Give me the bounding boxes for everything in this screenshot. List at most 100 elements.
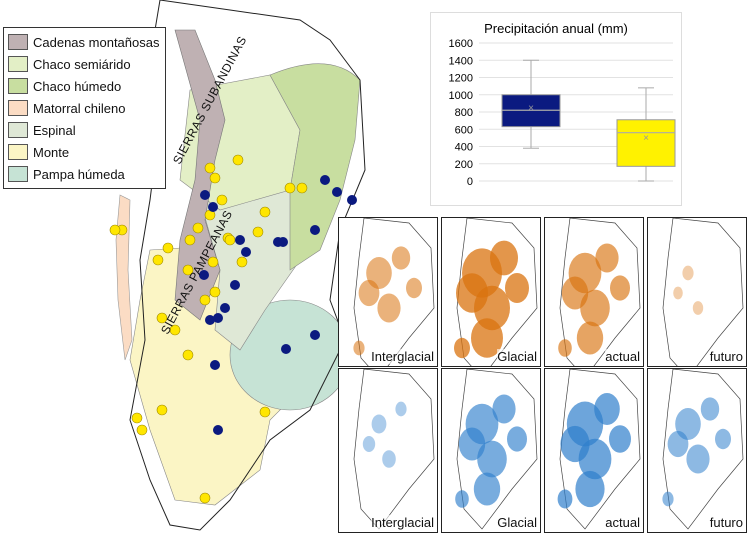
y-tick-label: 200 — [455, 159, 473, 171]
site-dot-yellow — [209, 172, 221, 184]
mean-marker: × — [528, 103, 534, 114]
site-dot-blue — [320, 175, 330, 185]
y-tick-label: 1600 — [449, 38, 473, 50]
legend-swatch — [8, 122, 28, 138]
panel-label: Interglacial — [371, 515, 434, 530]
panel-label: Glacial — [497, 515, 537, 530]
y-tick-label: 0 — [467, 176, 473, 188]
site-dot-blue — [200, 190, 210, 200]
legend-item: Pampa húmeda — [8, 163, 161, 185]
legend-label: Cadenas montañosas — [33, 34, 160, 50]
legend-item: Cadenas montañosas — [8, 31, 161, 53]
occurrence-blob — [558, 339, 572, 357]
legend-item: Monte — [8, 141, 161, 163]
y-tick-label: 400 — [455, 142, 473, 154]
occurrence-blob — [492, 394, 516, 424]
mini-map-outline — [559, 369, 641, 530]
site-dot-yellow — [224, 234, 236, 246]
site-dot-yellow — [182, 264, 194, 276]
mini-map-outline — [662, 369, 744, 530]
occurrence-blob — [454, 337, 470, 359]
site-dot-blue — [278, 237, 288, 247]
occurrence-blob — [362, 435, 376, 453]
panel-bottom-interglacial: Interglacial — [338, 368, 438, 533]
occurrence-blob — [406, 277, 422, 299]
occurrence-blob — [358, 279, 380, 307]
legend-label: Espinal — [33, 122, 76, 138]
occurrence-blob — [353, 340, 365, 356]
site-dot-yellow — [284, 182, 296, 194]
site-dot-blue — [213, 425, 223, 435]
site-dot-yellow — [199, 492, 211, 504]
mini-map-outline — [456, 369, 538, 530]
distribution-panels: Interglacial Glacial actual futuro Interglac… — [338, 217, 750, 535]
site-dot-blue — [213, 313, 223, 323]
occurrence-blob — [382, 450, 396, 468]
y-tick-label: 600 — [455, 124, 473, 136]
legend-label: Chaco húmedo — [33, 78, 122, 94]
map-legend: Cadenas montañosas Chaco semiárido Chaco… — [3, 27, 166, 189]
occurrence-blob — [692, 301, 704, 315]
site-dot-yellow — [259, 406, 271, 418]
legend-swatch — [8, 100, 28, 116]
boxplot-plot-area: 0 200 400 600 800 1000 1200 1400 1600 × × — [449, 38, 676, 188]
site-dot-blue — [230, 280, 240, 290]
legend-item: Espinal — [8, 119, 161, 141]
occurrence-blob — [391, 246, 411, 270]
legend-swatch — [8, 78, 28, 94]
region-matorral-chileno — [115, 194, 133, 361]
site-dot-yellow — [216, 194, 228, 206]
occurrence-blob — [490, 240, 518, 276]
site-dot-yellow — [259, 206, 271, 218]
panel-bottom-glacial: Glacial — [441, 368, 541, 533]
occurrence-blob — [395, 401, 407, 417]
legend-item: Chaco húmedo — [8, 75, 161, 97]
site-dot-yellow — [136, 424, 148, 436]
legend-item: Matorral chileno — [8, 97, 161, 119]
panel-bottom-actual: actual — [544, 368, 644, 533]
occurrence-blob — [580, 289, 610, 327]
site-dot-blue — [208, 202, 218, 212]
mini-map-outline — [662, 218, 744, 366]
site-dot-blue — [210, 360, 220, 370]
panel-label: actual — [605, 349, 640, 364]
site-dot-yellow — [131, 412, 143, 424]
site-dot-blue — [332, 187, 342, 197]
legend-label: Chaco semiárido — [33, 56, 131, 72]
site-dot-yellow — [182, 349, 194, 361]
panel-label: Glacial — [497, 349, 537, 364]
occurrence-blob — [609, 425, 631, 453]
site-dot-yellow — [207, 256, 219, 268]
occurrence-blob — [505, 273, 529, 303]
panel-top-interglacial: Interglacial — [338, 217, 438, 367]
occurrence-blob — [686, 444, 710, 474]
region-chaco-humedo — [269, 63, 361, 271]
y-tick-label: 800 — [455, 107, 473, 119]
site-dot-yellow — [152, 254, 164, 266]
site-dot-blue — [199, 270, 209, 280]
y-tick-label: 1000 — [449, 90, 473, 102]
panel-label: futuro — [709, 349, 743, 364]
site-dot-yellow — [199, 294, 211, 306]
occurrence-blob — [557, 489, 573, 509]
legend-swatch — [8, 166, 28, 182]
occurrence-blob — [578, 438, 612, 480]
legend-label: Monte — [33, 144, 70, 160]
occurrence-blob — [507, 426, 527, 452]
site-dot-yellow — [204, 162, 216, 174]
occurrence-blob — [477, 440, 507, 478]
mean-marker: × — [643, 133, 649, 144]
legend-swatch — [8, 56, 28, 72]
site-dot-yellow — [156, 404, 168, 416]
site-dot-yellow — [169, 324, 181, 336]
occurrence-blob — [673, 286, 683, 300]
box-yellow — [616, 119, 676, 167]
precipitation-boxplot: Precipitación anual (mm) 0 200 400 600 800 10… — [430, 12, 682, 206]
occurrence-blob — [595, 243, 619, 273]
site-dot-yellow — [209, 286, 221, 298]
coastline — [129, 0, 366, 531]
panel-top-actual: actual — [544, 217, 644, 367]
site-dot-blue — [205, 315, 215, 325]
site-dot-blue — [310, 330, 320, 340]
